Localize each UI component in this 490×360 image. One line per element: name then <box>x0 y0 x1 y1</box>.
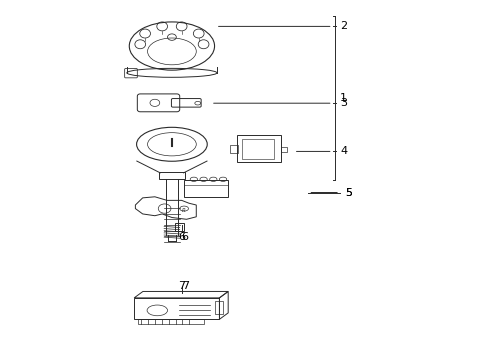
Text: 6: 6 <box>182 232 189 242</box>
Text: 7: 7 <box>182 281 189 291</box>
Text: 7: 7 <box>178 281 185 291</box>
Text: 5: 5 <box>345 188 352 198</box>
Text: 1: 1 <box>340 93 347 103</box>
Text: 2: 2 <box>340 21 347 31</box>
Text: 6: 6 <box>178 232 185 242</box>
Text: R: R <box>182 208 186 213</box>
Text: 3: 3 <box>340 98 347 108</box>
Text: 4: 4 <box>340 147 347 157</box>
Text: 5: 5 <box>345 188 352 198</box>
